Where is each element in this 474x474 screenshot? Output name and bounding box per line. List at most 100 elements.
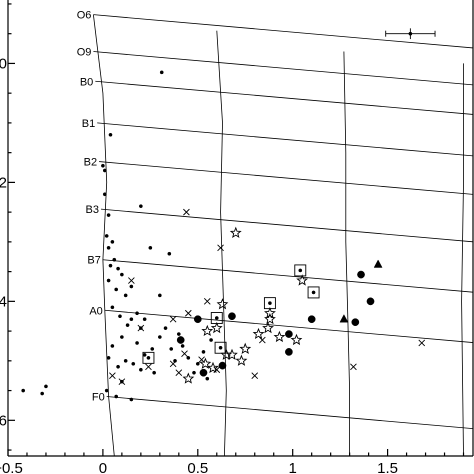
point-circle (285, 348, 293, 356)
point-dot (159, 70, 164, 75)
reddening-line-b3 (100, 208, 473, 243)
point-cross (184, 309, 192, 317)
point-dot (195, 361, 200, 366)
point-dot (176, 332, 181, 336)
point-cross (251, 372, 259, 380)
point-dot (116, 266, 120, 271)
point-cross (109, 372, 116, 380)
point-dot (139, 367, 143, 372)
point-star (229, 226, 242, 239)
point-circle (307, 315, 316, 324)
spectral-label-b7: B7 (87, 255, 100, 267)
point-dot (142, 317, 147, 322)
point-circle (228, 312, 236, 321)
reddening-line-a0 (104, 309, 473, 343)
point-dot (180, 344, 185, 348)
point-cross (137, 324, 145, 332)
x-tick-label: −0.5 (0, 460, 23, 474)
point-dot (108, 263, 113, 268)
point-circle (199, 368, 208, 377)
point-square-dot (263, 297, 276, 310)
point-star (207, 361, 219, 373)
x-tick-label: 1.5 (377, 460, 398, 474)
reddening-grid (93, 14, 473, 456)
reddening-line-o9 (93, 51, 473, 86)
point-dot (106, 278, 111, 283)
point-cross (418, 339, 426, 347)
point-dot (118, 314, 122, 319)
point-dot (120, 335, 124, 339)
y-tick-label: 0 (0, 55, 7, 72)
point-dot (110, 305, 115, 310)
point-dot (110, 240, 115, 244)
point-star (264, 313, 276, 325)
error-bar (385, 28, 436, 40)
spectral-label-a0: A0 (89, 305, 102, 317)
point-triangle (373, 259, 383, 268)
point-dot (169, 347, 174, 351)
reddening-line-b7 (102, 259, 473, 293)
point-dot (104, 388, 109, 393)
point-star (201, 324, 214, 337)
point-dot (123, 358, 128, 363)
point-dot (112, 257, 117, 262)
point-star (296, 274, 309, 286)
point-cross (169, 360, 177, 368)
point-circle (193, 315, 202, 324)
point-star (216, 298, 229, 310)
point-dot (192, 370, 196, 375)
point-dot (150, 347, 155, 351)
point-cross (118, 378, 126, 385)
y-tick-label: 6 (0, 412, 7, 429)
point-cross (181, 350, 188, 358)
point-star (262, 321, 274, 334)
extinction-curve-1 (93, 14, 115, 456)
point-star (235, 354, 248, 366)
point-cross (175, 369, 183, 377)
point-dot (135, 311, 139, 316)
point-cross (203, 298, 211, 305)
x-tick-label: 0 (99, 460, 107, 474)
y-tick-label: 2 (0, 174, 7, 191)
reddening-line-b2 (99, 161, 473, 195)
x-tick-label: 1 (289, 460, 297, 474)
point-dot (125, 323, 130, 327)
point-dot (129, 284, 134, 289)
point-dot (148, 245, 153, 250)
point-cross (217, 244, 224, 252)
reddening-line-b1 (97, 122, 473, 157)
point-dot (106, 356, 111, 360)
point-square-dot (307, 286, 320, 299)
point-dot (120, 272, 124, 277)
point-dot (167, 251, 172, 256)
point-circle (366, 297, 375, 306)
point-dot (129, 397, 134, 402)
point-circle (218, 361, 227, 370)
x-tick-label: 0.5 (187, 460, 208, 474)
point-dot (157, 335, 162, 339)
point-dot (114, 287, 119, 292)
spectral-type-labels: O6 O9 B0 B1 B2 B3 B7 A0 F0 (77, 10, 105, 404)
y-tick-label: 4 (0, 293, 7, 310)
spectral-label-b0: B0 (80, 76, 93, 88)
point-dot (114, 394, 119, 399)
spectral-label-o9: O9 (77, 47, 92, 59)
point-dot (205, 376, 210, 381)
spectral-label-f0: F0 (92, 392, 105, 404)
point-cross (350, 363, 357, 371)
point-star (264, 306, 276, 319)
point-cross (183, 208, 190, 216)
point-dot (40, 391, 45, 396)
point-cross (128, 277, 135, 284)
spectral-label-b1: B1 (82, 118, 95, 130)
point-dot (102, 192, 107, 197)
point-dot (108, 132, 113, 137)
extinction-curve-4 (461, 63, 464, 456)
point-triangle (339, 314, 349, 323)
point-dot (209, 338, 213, 342)
point-dot (131, 361, 136, 366)
point-circle (285, 330, 293, 338)
point-dot (142, 353, 147, 357)
